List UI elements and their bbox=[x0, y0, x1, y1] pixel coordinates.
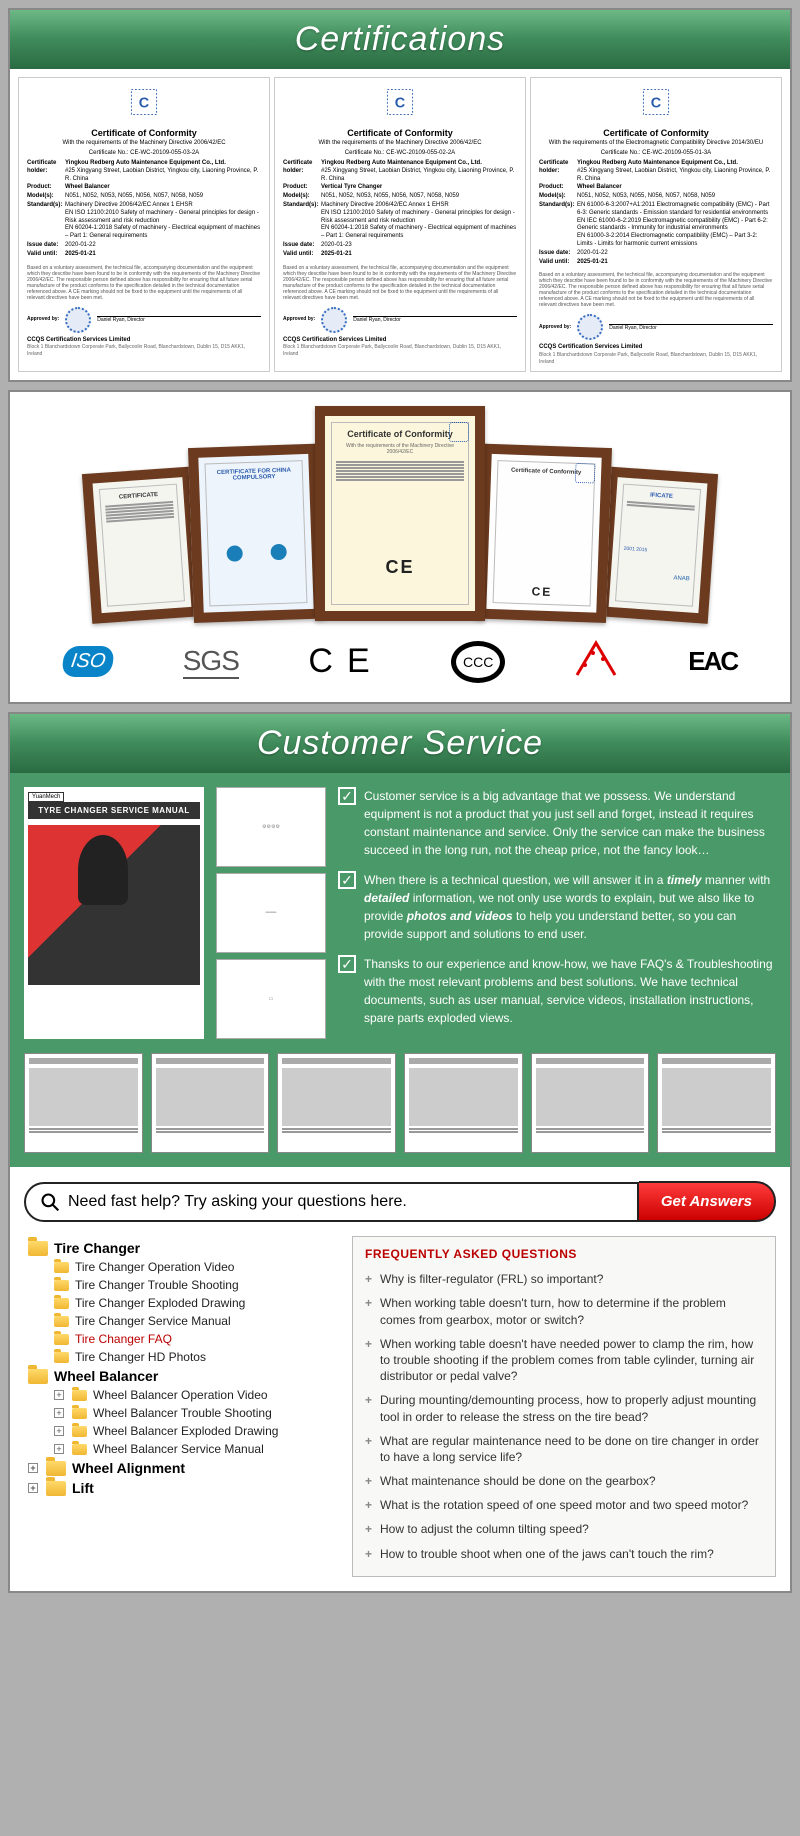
folder-icon bbox=[54, 1262, 69, 1273]
certification-logo-row: ISO SGS CE CCC EAC bbox=[18, 621, 782, 692]
customer-service-text: ✓Customer service is a big advantage tha… bbox=[338, 787, 776, 1039]
folder-icon bbox=[54, 1334, 69, 1345]
faq-item[interactable]: +When working table doesn't have needed … bbox=[365, 1332, 763, 1389]
folder-icon bbox=[54, 1298, 69, 1309]
check-icon: ✓ bbox=[338, 787, 356, 805]
sgs-logo: SGS bbox=[183, 645, 239, 679]
folder-sub[interactable]: Tire Changer Trouble Shooting bbox=[50, 1278, 334, 1292]
doc-thumbnail bbox=[277, 1053, 396, 1153]
service-point: ✓Customer service is a big advantage tha… bbox=[338, 787, 776, 859]
faq-list: +Why is filter-regulator (FRL) so import… bbox=[365, 1267, 763, 1566]
folder-top[interactable]: +Wheel Alignment bbox=[24, 1460, 334, 1476]
folder-top[interactable]: Tire Changer bbox=[24, 1240, 334, 1256]
framed-certificates: CERTIFICATE CERTIFICATE FOR CHINA COMPUL… bbox=[18, 406, 782, 621]
folder-sub[interactable]: Tire Changer Operation Video bbox=[50, 1260, 334, 1274]
frame-3-main: Certificate of Conformity With the requi… bbox=[315, 406, 485, 621]
certificate-card: CCertificate of ConformityWith the requi… bbox=[18, 77, 270, 372]
folder-sub[interactable]: +Wheel Balancer Exploded Drawing bbox=[50, 1424, 334, 1438]
ask-input[interactable]: Need fast help? Try asking your question… bbox=[24, 1182, 639, 1222]
faq-item[interactable]: +What are regular maintenance need to be… bbox=[365, 1429, 763, 1469]
ask-bar: Need fast help? Try asking your question… bbox=[24, 1181, 776, 1222]
svg-text:C: C bbox=[139, 95, 149, 111]
iso-logo: ISO bbox=[61, 646, 116, 677]
service-point: ✓Thansks to our experience and know-how,… bbox=[338, 955, 776, 1027]
frame-2: CERTIFICATE FOR CHINA COMPULSORY bbox=[188, 444, 324, 623]
manual-preview-1: ⚙⚙⚙⚙ bbox=[216, 787, 326, 867]
ce-mark: CE bbox=[336, 557, 464, 578]
certifications-panel: Certifications CCertificate of Conformit… bbox=[8, 8, 792, 382]
ce-logo: CE bbox=[308, 642, 383, 681]
folder-sub[interactable]: +Wheel Balancer Trouble Shooting bbox=[50, 1406, 334, 1420]
service-manual-cover: YuanMech TYRE CHANGER SERVICE MANUAL bbox=[24, 787, 204, 1039]
frame-5: IFICATE2001 2015ANAB bbox=[598, 467, 718, 624]
framed-certificates-panel: CERTIFICATE CERTIFICATE FOR CHINA COMPUL… bbox=[8, 390, 792, 704]
faq-item[interactable]: +How to trouble shoot when one of the ja… bbox=[365, 1542, 763, 1566]
ask-placeholder: Need fast help? Try asking your question… bbox=[68, 1193, 407, 1211]
folder-icon bbox=[54, 1316, 69, 1327]
faq-box: FREQUENTLY ASKED QUESTIONS +Why is filte… bbox=[352, 1236, 776, 1577]
manual-preview-2: ═══ bbox=[216, 873, 326, 953]
manual-preview-3: ▭ bbox=[216, 959, 326, 1039]
folder-tree: Tire Changer Tire Changer Operation Video… bbox=[24, 1236, 334, 1577]
folder-icon bbox=[28, 1241, 48, 1256]
service-point: ✓When there is a technical question, we … bbox=[338, 871, 776, 943]
frame-4: Certificate of ConformityCE bbox=[476, 444, 612, 623]
folder-top[interactable]: Wheel Balancer bbox=[24, 1368, 334, 1384]
customer-service-panel: Customer Service YuanMech TYRE CHANGER S… bbox=[8, 712, 792, 1593]
faq-item[interactable]: +How to adjust the column tilting speed? bbox=[365, 1517, 763, 1541]
folder-icon bbox=[54, 1280, 69, 1291]
folder-sub[interactable]: +Wheel Balancer Operation Video bbox=[50, 1388, 334, 1402]
document-thumbnails bbox=[24, 1053, 776, 1153]
certificate-row: CCertificate of ConformityWith the requi… bbox=[10, 69, 790, 380]
cnas-logo bbox=[573, 639, 619, 684]
faq-item[interactable]: +During mounting/demounting process, how… bbox=[365, 1388, 763, 1428]
faq-title: FREQUENTLY ASKED QUESTIONS bbox=[365, 1247, 763, 1261]
folder-icon bbox=[46, 1481, 66, 1496]
manual-title: TYRE CHANGER SERVICE MANUAL bbox=[28, 802, 200, 819]
frame-1: CERTIFICATE bbox=[82, 467, 202, 624]
manual-image bbox=[28, 825, 200, 985]
folder-sub[interactable]: Tire Changer Exploded Drawing bbox=[50, 1296, 334, 1310]
certifications-heading: Certifications bbox=[10, 10, 790, 69]
manual-page-previews: ⚙⚙⚙⚙ ═══ ▭ bbox=[216, 787, 326, 1039]
certificate-card: CCertificate of ConformityWith the requi… bbox=[274, 77, 526, 372]
help-section: Need fast help? Try asking your question… bbox=[10, 1167, 790, 1591]
check-icon: ✓ bbox=[338, 871, 356, 889]
faq-item[interactable]: +What is the rotation speed of one speed… bbox=[365, 1493, 763, 1517]
faq-item[interactable]: +When working table doesn't turn, how to… bbox=[365, 1291, 763, 1331]
folder-icon bbox=[46, 1461, 66, 1476]
folder-sub[interactable]: Tire Changer Service Manual bbox=[50, 1314, 334, 1328]
folder-sub[interactable]: Tire Changer FAQ bbox=[50, 1332, 334, 1346]
eac-logo: EAC bbox=[688, 646, 737, 677]
check-icon: ✓ bbox=[338, 955, 356, 973]
get-answers-button[interactable]: Get Answers bbox=[639, 1181, 776, 1222]
folder-sub[interactable]: +Wheel Balancer Service Manual bbox=[50, 1442, 334, 1456]
customer-service-heading: Customer Service bbox=[10, 714, 790, 773]
doc-thumbnail bbox=[151, 1053, 270, 1153]
faq-item[interactable]: +Why is filter-regulator (FRL) so import… bbox=[365, 1267, 763, 1291]
doc-thumbnail bbox=[531, 1053, 650, 1153]
svg-text:C: C bbox=[651, 95, 661, 111]
search-icon bbox=[40, 1192, 60, 1212]
doc-thumbnail bbox=[24, 1053, 143, 1153]
doc-thumbnail bbox=[657, 1053, 776, 1153]
folder-icon bbox=[28, 1369, 48, 1384]
ccc-logo: CCC bbox=[453, 643, 503, 681]
folder-sub[interactable]: Tire Changer HD Photos bbox=[50, 1350, 334, 1364]
customer-service-body: YuanMech TYRE CHANGER SERVICE MANUAL ⚙⚙⚙… bbox=[10, 773, 790, 1167]
doc-thumbnail bbox=[404, 1053, 523, 1153]
folder-top[interactable]: +Lift bbox=[24, 1480, 334, 1496]
svg-text:C: C bbox=[395, 95, 405, 111]
certificate-card: CCertificate of ConformityWith the requi… bbox=[530, 77, 782, 372]
faq-item[interactable]: +What maintenance should be done on the … bbox=[365, 1469, 763, 1493]
folder-icon bbox=[54, 1352, 69, 1363]
